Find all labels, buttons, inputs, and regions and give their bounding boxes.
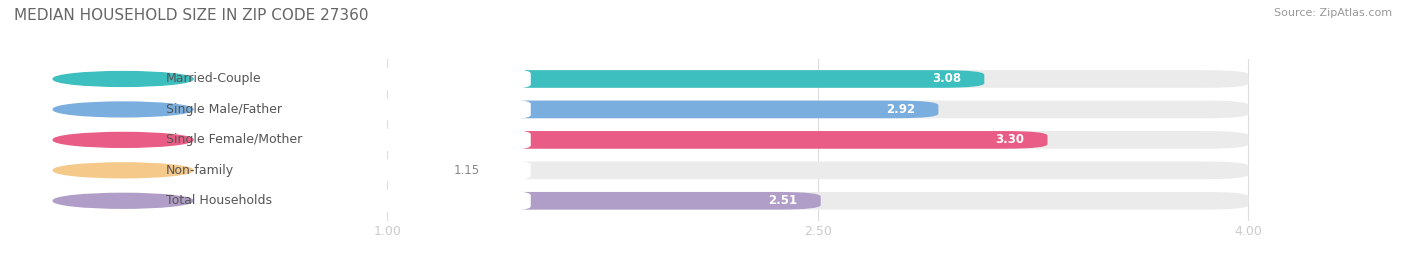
FancyBboxPatch shape bbox=[86, 68, 531, 90]
Text: 2.51: 2.51 bbox=[769, 194, 797, 207]
FancyBboxPatch shape bbox=[86, 129, 531, 151]
FancyBboxPatch shape bbox=[86, 190, 531, 212]
FancyBboxPatch shape bbox=[100, 131, 1047, 149]
Circle shape bbox=[53, 163, 193, 178]
Text: Non-family: Non-family bbox=[166, 164, 235, 177]
Text: 3.08: 3.08 bbox=[932, 72, 962, 86]
Text: 2.92: 2.92 bbox=[886, 103, 915, 116]
Text: MEDIAN HOUSEHOLD SIZE IN ZIP CODE 27360: MEDIAN HOUSEHOLD SIZE IN ZIP CODE 27360 bbox=[14, 8, 368, 23]
FancyBboxPatch shape bbox=[100, 192, 821, 210]
Text: Married-Couple: Married-Couple bbox=[166, 72, 262, 86]
Text: 3.30: 3.30 bbox=[995, 133, 1025, 146]
FancyBboxPatch shape bbox=[100, 101, 1249, 118]
Circle shape bbox=[53, 72, 193, 86]
FancyBboxPatch shape bbox=[100, 131, 1249, 149]
FancyBboxPatch shape bbox=[100, 161, 430, 179]
FancyBboxPatch shape bbox=[100, 161, 1249, 179]
FancyBboxPatch shape bbox=[86, 98, 531, 121]
Text: Single Female/Mother: Single Female/Mother bbox=[166, 133, 302, 146]
Text: Total Households: Total Households bbox=[166, 194, 273, 207]
FancyBboxPatch shape bbox=[100, 101, 938, 118]
Circle shape bbox=[53, 193, 193, 208]
Text: 1.15: 1.15 bbox=[453, 164, 479, 177]
FancyBboxPatch shape bbox=[100, 192, 1249, 210]
FancyBboxPatch shape bbox=[100, 70, 984, 88]
FancyBboxPatch shape bbox=[86, 159, 531, 181]
Circle shape bbox=[53, 132, 193, 147]
Text: Single Male/Father: Single Male/Father bbox=[166, 103, 283, 116]
Text: Source: ZipAtlas.com: Source: ZipAtlas.com bbox=[1274, 8, 1392, 18]
Circle shape bbox=[53, 102, 193, 117]
FancyBboxPatch shape bbox=[100, 70, 1249, 88]
